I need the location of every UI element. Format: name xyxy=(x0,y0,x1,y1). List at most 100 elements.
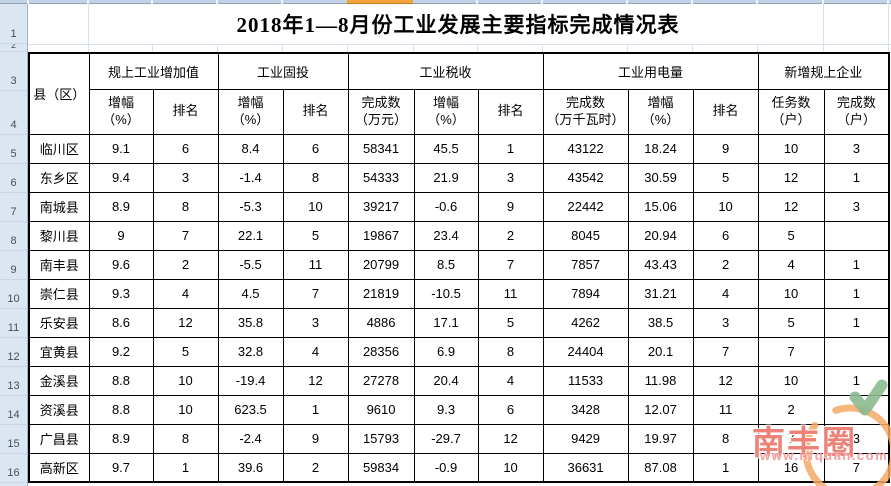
data-cell[interactable]: 9 xyxy=(282,423,349,454)
data-cell[interactable]: 3428 xyxy=(542,394,629,425)
header-task-count[interactable]: 任务数 （户） xyxy=(757,88,825,135)
data-cell[interactable] xyxy=(823,220,890,251)
header-rank[interactable]: 排名 xyxy=(477,88,544,135)
data-cell[interactable]: 5 xyxy=(152,336,219,367)
data-cell[interactable]: 6 xyxy=(152,133,219,164)
data-cell[interactable]: 15.06 xyxy=(627,191,694,222)
row-header[interactable]: 3 xyxy=(0,52,27,91)
data-cell[interactable]: 6 xyxy=(282,133,349,164)
data-cell[interactable]: 4 xyxy=(477,365,544,396)
row-header[interactable]: 5 xyxy=(0,135,27,164)
data-cell[interactable]: 7 xyxy=(692,336,759,367)
data-cell[interactable]: 7 xyxy=(477,249,544,280)
data-cell[interactable]: 20.94 xyxy=(627,220,694,251)
data-cell[interactable]: 9610 xyxy=(347,394,415,425)
row-header[interactable]: 6 xyxy=(0,164,27,193)
county-cell[interactable]: 资溪县 xyxy=(28,394,90,425)
data-cell[interactable]: 1 xyxy=(823,278,890,309)
data-cell[interactable]: 16 xyxy=(757,452,825,483)
row-header[interactable]: 4 xyxy=(0,91,27,135)
data-cell[interactable]: 7 xyxy=(757,336,825,367)
data-cell[interactable]: 10 xyxy=(152,394,219,425)
data-cell[interactable]: -0.9 xyxy=(413,452,479,483)
data-cell[interactable]: 3 xyxy=(152,162,219,193)
data-cell[interactable]: 7857 xyxy=(542,249,629,280)
data-cell[interactable]: 58341 xyxy=(347,133,415,164)
county-cell[interactable]: 广昌县 xyxy=(28,423,90,454)
data-cell[interactable]: 8 xyxy=(152,423,219,454)
data-cell[interactable]: 5 xyxy=(692,162,759,193)
data-cell[interactable]: 8045 xyxy=(542,220,629,251)
data-cell[interactable]: 24404 xyxy=(542,336,629,367)
row-header[interactable]: 13 xyxy=(0,367,27,396)
data-cell[interactable]: 8.6 xyxy=(88,307,154,338)
data-cell[interactable]: 31.21 xyxy=(627,278,694,309)
data-cell[interactable]: 10 xyxy=(692,191,759,222)
data-cell[interactable]: 18.24 xyxy=(627,133,694,164)
header-county[interactable]: 县（区） xyxy=(28,52,90,135)
county-cell[interactable]: 南城县 xyxy=(28,191,90,222)
data-cell[interactable]: 30.59 xyxy=(627,162,694,193)
row-header[interactable]: 14 xyxy=(0,396,27,425)
data-cell[interactable]: 19.97 xyxy=(627,423,694,454)
row-header[interactable]: 9 xyxy=(0,251,27,280)
data-cell[interactable]: 3 xyxy=(823,191,890,222)
data-cell[interactable]: 1 xyxy=(692,452,759,483)
header-group-electricity[interactable]: 工业用电量 xyxy=(542,52,759,90)
data-cell[interactable]: 1 xyxy=(282,394,349,425)
header-growth[interactable]: 增幅 （%） xyxy=(627,88,694,135)
data-cell[interactable]: -2.4 xyxy=(217,423,284,454)
data-cell[interactable]: 1 xyxy=(152,452,219,483)
data-cell[interactable]: 10 xyxy=(757,365,825,396)
data-cell[interactable]: 8.5 xyxy=(413,249,479,280)
header-rank[interactable]: 排名 xyxy=(692,88,759,135)
county-cell[interactable]: 高新区 xyxy=(28,452,90,483)
data-cell[interactable]: 9.3 xyxy=(88,278,154,309)
county-cell[interactable]: 金溪县 xyxy=(28,365,90,396)
row-header[interactable]: 1 xyxy=(0,4,27,44)
data-cell[interactable]: 8.9 xyxy=(88,191,154,222)
data-cell[interactable]: 4.5 xyxy=(217,278,284,309)
data-cell[interactable]: 12.07 xyxy=(627,394,694,425)
data-cell[interactable]: 7 xyxy=(757,423,825,454)
data-cell[interactable]: 5 xyxy=(477,307,544,338)
data-cell[interactable]: 12 xyxy=(477,423,544,454)
data-cell[interactable]: 32.8 xyxy=(217,336,284,367)
data-cell[interactable]: 17.1 xyxy=(413,307,479,338)
data-cell[interactable]: 9.1 xyxy=(88,133,154,164)
data-cell[interactable]: 21.9 xyxy=(413,162,479,193)
data-cell[interactable]: -5.5 xyxy=(217,249,284,280)
header-completed-count[interactable]: 完成数 （户） xyxy=(823,88,890,135)
data-cell[interactable]: 35.8 xyxy=(217,307,284,338)
data-cell[interactable]: 8 xyxy=(152,191,219,222)
data-cell[interactable]: 7 xyxy=(152,220,219,251)
data-cell[interactable]: 9.3 xyxy=(413,394,479,425)
data-cell[interactable]: 6 xyxy=(692,220,759,251)
data-cell[interactable]: 59834 xyxy=(347,452,415,483)
data-cell[interactable]: 12 xyxy=(757,162,825,193)
data-cell[interactable]: 45.5 xyxy=(413,133,479,164)
data-cell[interactable]: 8.8 xyxy=(88,394,154,425)
data-cell[interactable]: 5 xyxy=(757,307,825,338)
header-group-industrial-tax[interactable]: 工业税收 xyxy=(347,52,544,90)
data-cell[interactable]: 623.5 xyxy=(217,394,284,425)
data-cell[interactable]: 3 xyxy=(477,162,544,193)
data-cell[interactable]: 21819 xyxy=(347,278,415,309)
header-group-new-enterprises[interactable]: 新增规上企业 xyxy=(757,52,890,90)
header-growth[interactable]: 增幅 （%） xyxy=(217,88,284,135)
data-cell[interactable]: -5.3 xyxy=(217,191,284,222)
county-cell[interactable]: 南丰县 xyxy=(28,249,90,280)
header-rank[interactable]: 排名 xyxy=(282,88,349,135)
data-cell[interactable]: 19867 xyxy=(347,220,415,251)
data-cell[interactable]: 36631 xyxy=(542,452,629,483)
data-cell[interactable]: 6 xyxy=(477,394,544,425)
data-cell[interactable]: 8.8 xyxy=(88,365,154,396)
data-cell[interactable]: 10 xyxy=(152,365,219,396)
data-cell[interactable]: 6.9 xyxy=(413,336,479,367)
data-cell[interactable]: 4 xyxy=(692,278,759,309)
data-cell[interactable]: 2 xyxy=(757,394,825,425)
data-cell[interactable]: 87.08 xyxy=(627,452,694,483)
data-cell[interactable]: 4886 xyxy=(347,307,415,338)
data-cell[interactable]: 8 xyxy=(477,336,544,367)
data-cell[interactable]: 2 xyxy=(692,249,759,280)
